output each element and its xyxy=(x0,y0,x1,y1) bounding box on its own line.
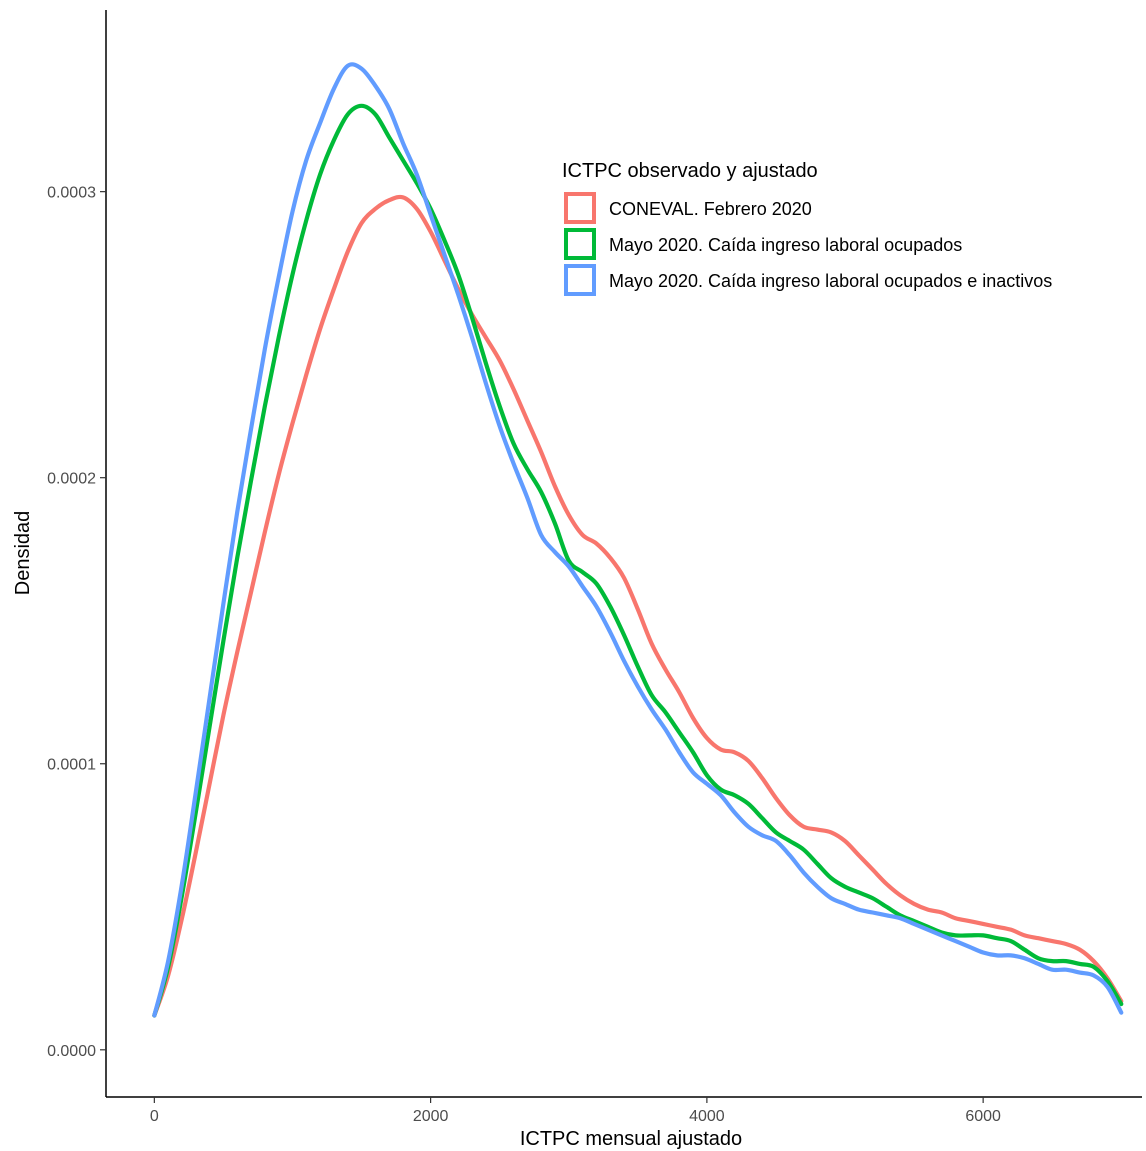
x-tick-label: 2000 xyxy=(413,1108,449,1125)
legend-key-2 xyxy=(564,228,596,260)
y-tick-label: 0.0003 xyxy=(47,185,96,202)
legend-key-3 xyxy=(564,264,596,296)
y-tick-label: 0.0002 xyxy=(47,471,96,488)
legend-key-1 xyxy=(564,192,596,224)
y-tick-label: 0.0000 xyxy=(47,1043,96,1060)
legend-label-2: Mayo 2020. Caída ingreso laboral ocupado… xyxy=(609,235,962,255)
legend: ICTPC observado y ajustado CONEVAL. Febr… xyxy=(562,160,1052,296)
y-axis-ticks: 0.0000 0.0001 0.0002 0.0003 xyxy=(47,185,106,1060)
x-tick-label: 4000 xyxy=(689,1108,725,1125)
series-lines xyxy=(152,62,1124,1018)
x-axis-title: ICTPC mensual ajustado xyxy=(520,1128,742,1150)
legend-items: CONEVAL. Febrero 2020 Mayo 2020. Caída in… xyxy=(564,192,1052,296)
series-line-2 xyxy=(152,103,1124,1018)
y-axis-title: Densidad xyxy=(12,511,34,596)
series-line-1 xyxy=(152,194,1124,1018)
x-tick-label: 0 xyxy=(150,1108,159,1125)
x-axis-ticks: 0 2000 4000 6000 xyxy=(150,1097,1001,1125)
legend-title: ICTPC observado y ajustado xyxy=(562,160,818,182)
legend-label-3: Mayo 2020. Caída ingreso laboral ocupado… xyxy=(609,271,1052,291)
legend-label-1: CONEVAL. Febrero 2020 xyxy=(609,199,812,219)
y-tick-label: 0.0001 xyxy=(47,757,96,774)
x-tick-label: 6000 xyxy=(965,1108,1001,1125)
series-line-3 xyxy=(152,62,1124,1018)
